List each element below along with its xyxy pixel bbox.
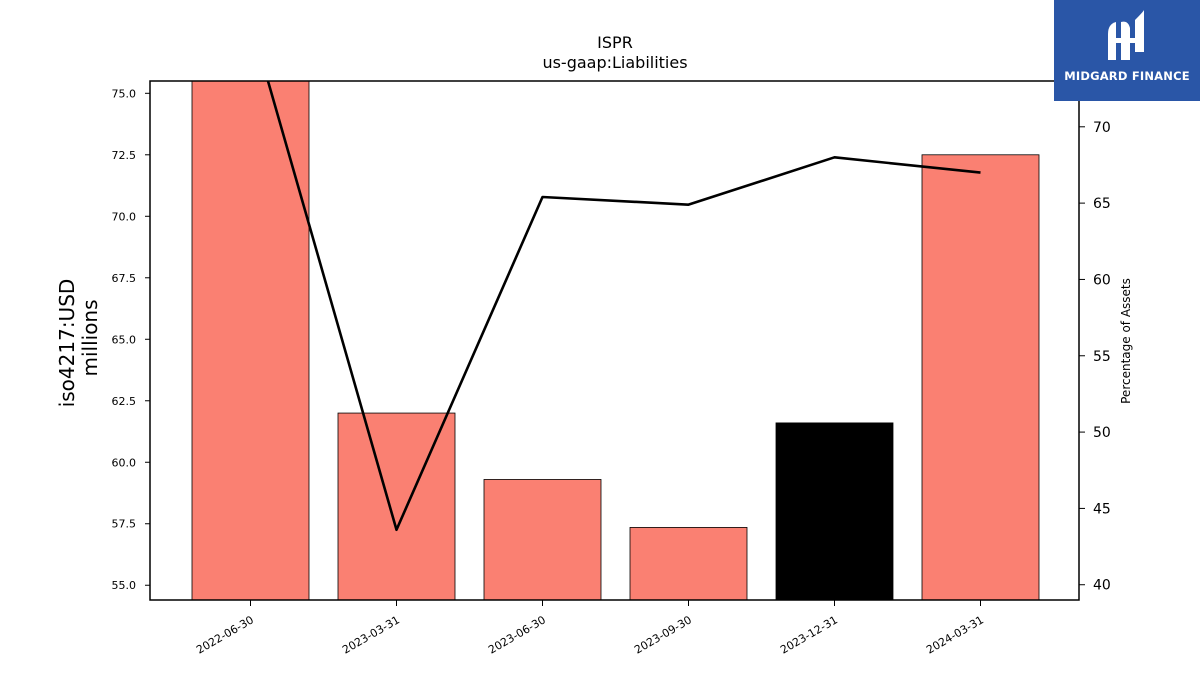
y-axis-label-line1: iso4217:USD — [55, 279, 79, 408]
y2-tick-label: 55 — [1093, 349, 1111, 365]
bar-2024-03-31 — [921, 154, 1040, 601]
y-tick-label: 75.0 — [112, 87, 137, 100]
plot-frame — [149, 80, 1080, 601]
logo-mark-icon — [1108, 10, 1144, 61]
x-tick-label: 2024-03-31 — [924, 613, 986, 656]
y-tick-label: 70.0 — [112, 210, 137, 223]
y-tick-label: 65.0 — [112, 333, 137, 346]
bar-series — [191, 80, 1040, 601]
line-series — [266, 81, 981, 532]
y-tick-label: 62.5 — [112, 395, 137, 408]
y2-tick-label: 60 — [1093, 272, 1111, 288]
chart-title: ISPR — [597, 33, 633, 52]
x-tick-label: 2023-09-30 — [632, 613, 694, 656]
y2-tick-label: 40 — [1093, 578, 1111, 594]
midgard-finance-logo: MIDGARD FINANCE — [1054, 0, 1200, 101]
x-tick-label: 2022-06-30 — [194, 613, 256, 656]
bar-2023-03-31 — [337, 412, 456, 601]
y-tick-label: 55.0 — [112, 579, 137, 592]
logo-text: MIDGARD FINANCE — [1064, 69, 1190, 83]
chart-subtitle: us-gaap:Liabilities — [542, 53, 687, 72]
y2-tick-label: 45 — [1093, 501, 1111, 517]
y-tick-label: 67.5 — [112, 272, 137, 285]
x-tick-label: 2023-03-31 — [340, 613, 402, 656]
x-tick-label: 2023-06-30 — [486, 613, 548, 656]
y2-tick-label: 50 — [1093, 425, 1111, 441]
y-axis-label-line2: millions — [78, 299, 102, 376]
right-y-axis: 40 45 50 55 60 65 70 — [1079, 120, 1111, 594]
y-tick-label: 72.5 — [112, 149, 137, 162]
bar-2023-09-30 — [629, 527, 748, 601]
left-y-axis: 55.0 57.5 60.0 62.5 65.0 67.5 70.0 72.5 75.0 — [112, 87, 150, 592]
bar-2023-12-31 — [775, 422, 894, 601]
bar-2022-06-30 — [191, 80, 310, 601]
x-axis: 2022-06-30 2023-03-31 2023-06-30 2023-09-30… — [194, 600, 986, 657]
percentage-of-assets-line — [266, 81, 981, 532]
y2-tick-label: 70 — [1093, 120, 1111, 136]
y-tick-label: 60.0 — [112, 456, 137, 469]
x-tick-label: 2023-12-31 — [778, 613, 840, 656]
right-y-axis-label: Percentage of Assets — [1119, 278, 1133, 404]
y2-tick-label: 65 — [1093, 196, 1111, 212]
y-tick-label: 57.5 — [112, 518, 137, 531]
bar-2023-06-30 — [483, 479, 602, 601]
